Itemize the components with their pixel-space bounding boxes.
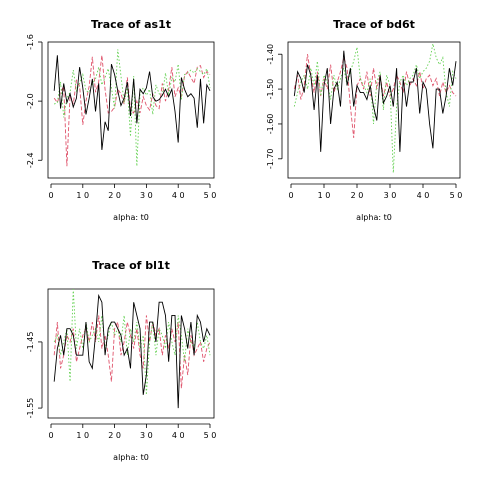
x-axis-label: alpha: t0 [113, 453, 149, 462]
x-tick-label: 5 0 [204, 191, 217, 200]
trace-panel-1: Trace of as1t 0 1 0 2 0 3 0 4 0 5 0 -2.4 -2.0 -1.… [26, 18, 216, 222]
chart-title: Trace of bl1t [92, 259, 170, 272]
x-tick-label: 4 0 [417, 191, 430, 200]
series-line-chain-1 [293, 50, 457, 152]
y-tick-label: -1.40 [266, 44, 275, 65]
plot-frame [287, 41, 461, 179]
series-line-chain-2 [293, 54, 457, 138]
series-group [53, 49, 211, 167]
y-tick-label: -1.70 [266, 148, 275, 169]
x-tick-label: 4 0 [172, 431, 185, 440]
x-tick-label: 1 0 [318, 191, 331, 200]
series-line-chain-3 [53, 289, 211, 395]
x-tick-label: 4 0 [172, 191, 185, 200]
trace-panel-2: Trace of bd6t 0 1 0 2 0 3 0 4 0 5 0 -1.70 -1.60 -… [266, 18, 462, 222]
series-line-chain-2 [53, 55, 211, 167]
y-tick-label: -1.45 [26, 332, 35, 353]
x-tick-label: 2 0 [108, 431, 121, 440]
y-tick-label: -2.0 [26, 93, 35, 109]
y-tick-label: -1.60 [266, 114, 275, 135]
y-tick-label: -2.4 [26, 152, 35, 168]
x-tick-label: 3 0 [140, 191, 153, 200]
trace-panel-3: Trace of bl1t 0 1 0 2 0 3 0 4 0 5 0 -1.55 -1.45 a… [26, 259, 216, 462]
x-axis-label: alpha: t0 [113, 213, 149, 222]
series-group [293, 43, 457, 173]
x-tick-label: 5 0 [204, 431, 217, 440]
y-tick-label: -1.55 [26, 398, 35, 419]
x-tick-label: 5 0 [450, 191, 463, 200]
x-tick-label: 0 [48, 191, 53, 200]
series-line-chain-3 [53, 49, 211, 167]
x-tick-label: 1 0 [76, 431, 89, 440]
chart-title: Trace of bd6t [333, 18, 415, 31]
x-tick-label: 3 0 [140, 431, 153, 440]
x-axis-label: alpha: t0 [356, 213, 392, 222]
x-tick-label: 3 0 [384, 191, 397, 200]
chart-title: Trace of as1t [91, 18, 171, 31]
series-line-chain-1 [53, 293, 211, 409]
x-tick-label: 0 [288, 191, 293, 200]
series-group [53, 289, 211, 409]
plot-frame [47, 288, 215, 419]
series-line-chain-1 [53, 55, 211, 150]
plot-frame [47, 41, 215, 179]
y-tick-label: -1.50 [266, 79, 275, 100]
x-tick-label: 2 0 [351, 191, 364, 200]
x-tick-label: 1 0 [76, 191, 89, 200]
y-tick-label: -1.6 [26, 34, 35, 50]
x-tick-label: 2 0 [108, 191, 121, 200]
x-tick-label: 0 [48, 431, 53, 440]
series-line-chain-3 [293, 43, 457, 173]
